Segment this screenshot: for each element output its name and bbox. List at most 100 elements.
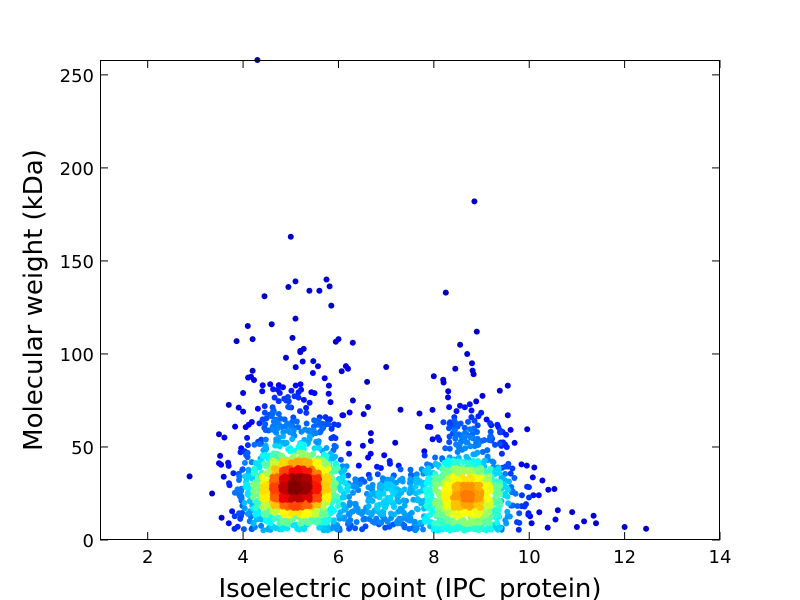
data-point bbox=[446, 404, 453, 411]
data-point bbox=[455, 510, 462, 517]
data-point bbox=[482, 483, 488, 490]
data-point bbox=[484, 447, 491, 454]
y-tick-label: 200 bbox=[60, 159, 94, 180]
data-point bbox=[342, 363, 349, 370]
data-point bbox=[454, 482, 461, 489]
data-point bbox=[531, 464, 538, 471]
data-point bbox=[390, 503, 397, 510]
data-point bbox=[290, 495, 297, 502]
data-point bbox=[552, 516, 559, 523]
data-point bbox=[442, 289, 449, 296]
data-point bbox=[400, 509, 407, 516]
data-point bbox=[361, 478, 368, 485]
data-point bbox=[327, 399, 334, 406]
data-point bbox=[321, 501, 327, 508]
data-point bbox=[473, 501, 480, 508]
data-point bbox=[315, 421, 322, 428]
data-point bbox=[231, 513, 238, 520]
data-point bbox=[305, 428, 312, 434]
data-point bbox=[353, 519, 360, 525]
data-point bbox=[263, 415, 270, 422]
data-point bbox=[369, 518, 376, 525]
data-point bbox=[270, 418, 277, 425]
data-point bbox=[292, 278, 299, 285]
data-point bbox=[286, 404, 293, 411]
data-point bbox=[241, 459, 248, 466]
data-point bbox=[314, 502, 321, 509]
data-point bbox=[334, 465, 341, 472]
data-point bbox=[490, 459, 497, 466]
data-point bbox=[504, 412, 511, 419]
data-point bbox=[473, 398, 480, 405]
data-point bbox=[450, 473, 457, 480]
data-point bbox=[279, 519, 286, 526]
data-point bbox=[479, 392, 486, 399]
data-point bbox=[262, 463, 269, 469]
data-point bbox=[259, 495, 266, 502]
data-point bbox=[369, 481, 376, 488]
data-point bbox=[337, 456, 344, 463]
data-point bbox=[244, 454, 251, 461]
data-point bbox=[432, 474, 439, 481]
data-point bbox=[306, 399, 313, 406]
data-point bbox=[311, 417, 318, 424]
data-point bbox=[241, 500, 248, 506]
data-point bbox=[262, 436, 269, 443]
data-point bbox=[269, 426, 276, 433]
data-point bbox=[283, 354, 289, 361]
data-point bbox=[413, 478, 419, 485]
data-point bbox=[515, 526, 522, 533]
data-point bbox=[284, 427, 291, 434]
data-point bbox=[341, 515, 348, 522]
data-point bbox=[244, 510, 251, 517]
data-point bbox=[581, 518, 588, 525]
data-point bbox=[336, 484, 343, 491]
data-point bbox=[349, 397, 356, 404]
data-point bbox=[311, 445, 318, 452]
data-point bbox=[407, 466, 414, 473]
data-point bbox=[535, 492, 542, 499]
data-point bbox=[473, 328, 480, 335]
data-point bbox=[492, 441, 498, 448]
data-point bbox=[525, 511, 532, 518]
data-point bbox=[276, 390, 283, 396]
data-point bbox=[401, 522, 408, 529]
x-tick-label: 4 bbox=[237, 547, 248, 568]
data-point bbox=[295, 389, 302, 396]
data-point bbox=[505, 460, 512, 467]
data-point bbox=[345, 472, 352, 479]
data-point bbox=[477, 504, 484, 511]
data-point bbox=[593, 520, 599, 527]
data-point bbox=[426, 518, 433, 525]
y-axis-label: Molecular weight (kDa) bbox=[19, 149, 49, 451]
data-point bbox=[312, 430, 319, 437]
data-point bbox=[468, 484, 475, 491]
data-point bbox=[251, 377, 257, 383]
data-point bbox=[304, 461, 311, 468]
data-point bbox=[462, 445, 469, 452]
data-point bbox=[278, 486, 285, 493]
data-point bbox=[323, 276, 330, 283]
data-point bbox=[259, 504, 266, 510]
data-point bbox=[421, 452, 428, 459]
data-point bbox=[446, 439, 453, 446]
data-point bbox=[509, 465, 516, 472]
data-point bbox=[435, 527, 442, 534]
data-point bbox=[269, 483, 276, 490]
data-point bbox=[316, 524, 323, 531]
data-point bbox=[325, 465, 332, 472]
data-point bbox=[383, 481, 390, 488]
data-point bbox=[324, 519, 331, 526]
data-point bbox=[504, 513, 511, 520]
data-point bbox=[341, 506, 348, 513]
data-point bbox=[466, 401, 473, 408]
data-point bbox=[259, 388, 266, 395]
data-point bbox=[504, 485, 511, 491]
data-point bbox=[259, 452, 266, 459]
data-point bbox=[496, 483, 503, 489]
data-point bbox=[621, 524, 628, 530]
data-point bbox=[289, 436, 296, 442]
data-point bbox=[518, 461, 525, 468]
data-point bbox=[487, 420, 494, 427]
